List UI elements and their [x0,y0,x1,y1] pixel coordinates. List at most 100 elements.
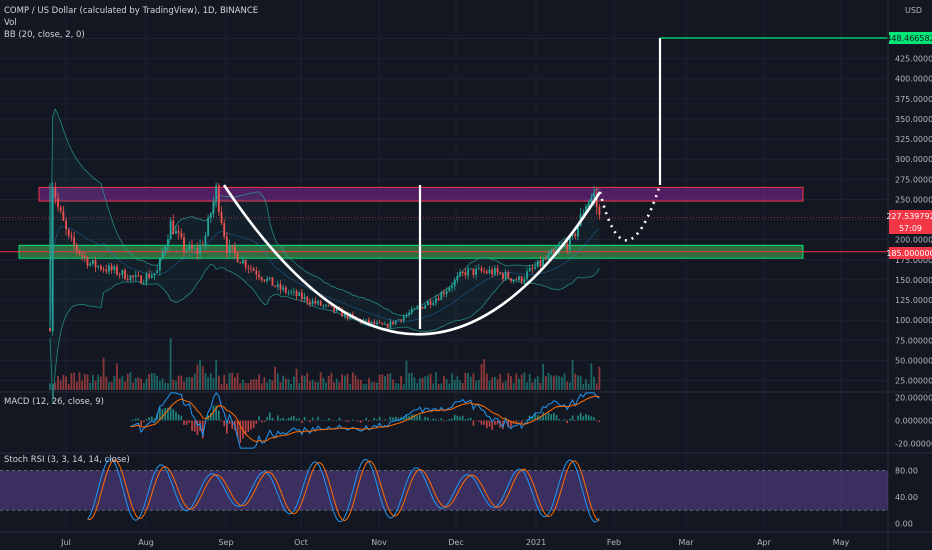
volume-bar [435,372,437,390]
price-axis-label-12: 150.000000 [895,276,932,285]
volume-bar [510,376,512,390]
price-candles [49,182,601,336]
stoch-legend[interactable]: Stoch RSI (3, 3, 14, 14, close) [4,455,130,465]
volume-bar [421,377,424,390]
candle-body [435,298,437,303]
volume-bar [333,382,335,390]
volume-bar [456,376,459,390]
macd-histogram-bar [354,420,357,421]
candle-body [234,246,236,254]
volume-bar [124,381,126,390]
candle-body [100,266,102,270]
macd-histogram-bar [268,412,271,421]
macd-histogram-bar [143,420,145,422]
candle-body [201,244,204,246]
volume-legend[interactable]: Vol [4,18,17,28]
candle-body [252,268,255,271]
candle-body [132,275,134,277]
candle-body [191,244,193,249]
candle-body [57,198,59,207]
macd-histogram-bar [566,420,569,424]
volume-bar [78,372,81,390]
candle-body [148,274,151,278]
volume-bar [587,383,590,390]
symbol-title[interactable]: COMP / US Dollar (calculated by TradingV… [4,6,259,16]
candle-body [196,248,199,254]
candle-body [185,249,188,251]
volume-bar [212,378,215,390]
candle-body [274,285,277,287]
volume-bar [518,378,520,390]
candle-body [483,271,486,273]
candle-body [180,233,183,238]
macd-histogram-bar [504,420,507,421]
candle-body [65,220,67,230]
price-axis-label-10: 200.000000 [895,236,932,245]
candle-body [258,274,260,278]
candle-body [582,213,585,215]
candle-body [550,250,553,255]
candle-body [301,292,303,299]
macd-histogram-bar [129,420,132,421]
macd-histogram-bar [180,415,183,421]
candle-body [400,319,402,321]
macd-histogram-bar [290,416,292,421]
macd-histogram-bar [250,420,252,430]
macd-histogram-bar [153,418,156,421]
candle-body [534,266,536,269]
macd-histogram-bar [392,417,394,421]
candle-body [158,257,161,271]
candle-body [193,248,196,250]
volume-bar [416,383,419,390]
candle-body [370,321,373,324]
candle-body [282,287,285,290]
macd-histogram-bar [357,420,359,422]
macd-histogram-bar [491,420,493,431]
macd-axis-label-0: 20.000000 [895,394,932,403]
candle-body [432,302,435,305]
macd-histogram-bar [488,420,491,427]
macd-histogram-bar [483,420,485,425]
volume-bar [528,373,531,390]
candle-body [402,316,405,321]
candle-body [271,277,274,286]
macd-histogram-bar [303,416,306,421]
volume-bar [437,383,440,390]
stoch-d-line [87,459,600,522]
candle-body [566,244,569,250]
time-axis-label-9: Apr [757,538,772,547]
macd-histogram-bar [231,420,234,429]
candle-body [585,206,587,214]
macd-axis-label-1: 0.000000 [895,417,932,426]
volume-bar [569,382,571,390]
macd-histogram-bar [526,419,528,421]
candle-body [298,292,301,296]
macd-histogram-bar [389,416,392,421]
candle-body [62,210,65,221]
candle-body [67,229,70,236]
candle-body [477,268,480,269]
macd-histogram-bar [459,416,461,421]
volume-bar [443,375,445,390]
bollinger-legend[interactable]: BB (20, close, 2, 0) [4,30,85,40]
candle-body [437,298,440,301]
macd-histogram-bar [185,420,188,425]
volume-bar [531,382,534,390]
candle-body [523,278,526,282]
volume-bar [172,379,175,390]
volume-bar [311,379,314,390]
volume-bar [113,375,116,390]
macd-histogram-bar [448,419,451,421]
candle-body [590,198,593,203]
candle-body [496,268,499,273]
volume-bar [365,383,368,390]
macd-legend[interactable]: MACD (12, 26, close, 9) [4,397,104,407]
macd-histogram-bar [175,411,177,421]
volume-bar [410,372,413,390]
volume-bar [51,383,54,390]
volume-bar [389,373,392,390]
macd-histogram-bar [534,413,536,421]
volume-bar [426,375,429,390]
volume-bar [81,380,84,390]
